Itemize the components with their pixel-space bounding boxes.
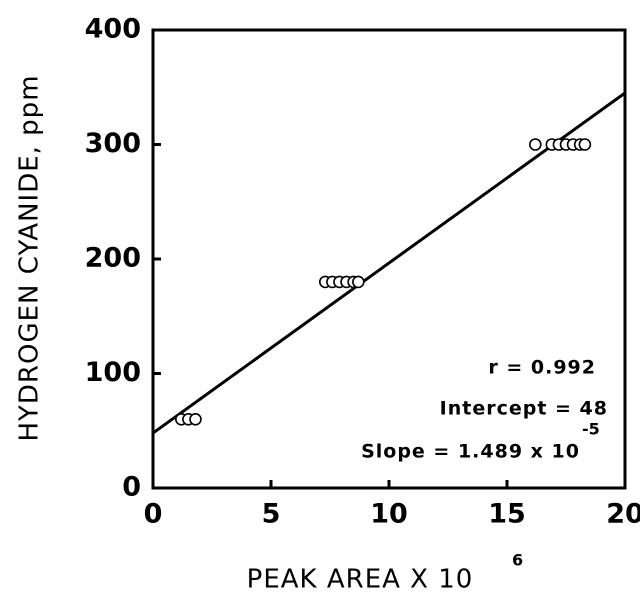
x-tick-label: 20 <box>606 499 640 530</box>
annotation: Intercept = 48 <box>440 398 608 420</box>
x-tick-label: 5 <box>262 499 281 530</box>
x-axis-label-exponent: 6 <box>512 551 523 570</box>
y-tick-label: 200 <box>85 243 141 274</box>
y-tick-label: 300 <box>85 128 141 159</box>
y-tick-label: 100 <box>85 357 141 388</box>
data-point <box>352 275 365 289</box>
y-tick-label: 400 <box>85 14 141 45</box>
x-axis-label: PEAK AREA X 10 <box>247 565 474 595</box>
annotation-exponent: -5 <box>582 420 600 439</box>
annotation: r = 0.992 <box>488 357 596 379</box>
data-point <box>578 138 592 151</box>
data-point <box>529 138 542 151</box>
fit-line <box>152 91 626 435</box>
y-axis-label: HYDROGEN CYANIDE, ppm <box>15 74 45 441</box>
x-tick-label: 0 <box>144 499 163 530</box>
y-tick-label: 0 <box>122 472 141 503</box>
data-point <box>189 412 202 426</box>
annotation: Slope = 1.489 x 10 <box>361 441 580 463</box>
x-tick-label: 10 <box>370 499 408 530</box>
x-tick-label: 15 <box>488 499 526 530</box>
